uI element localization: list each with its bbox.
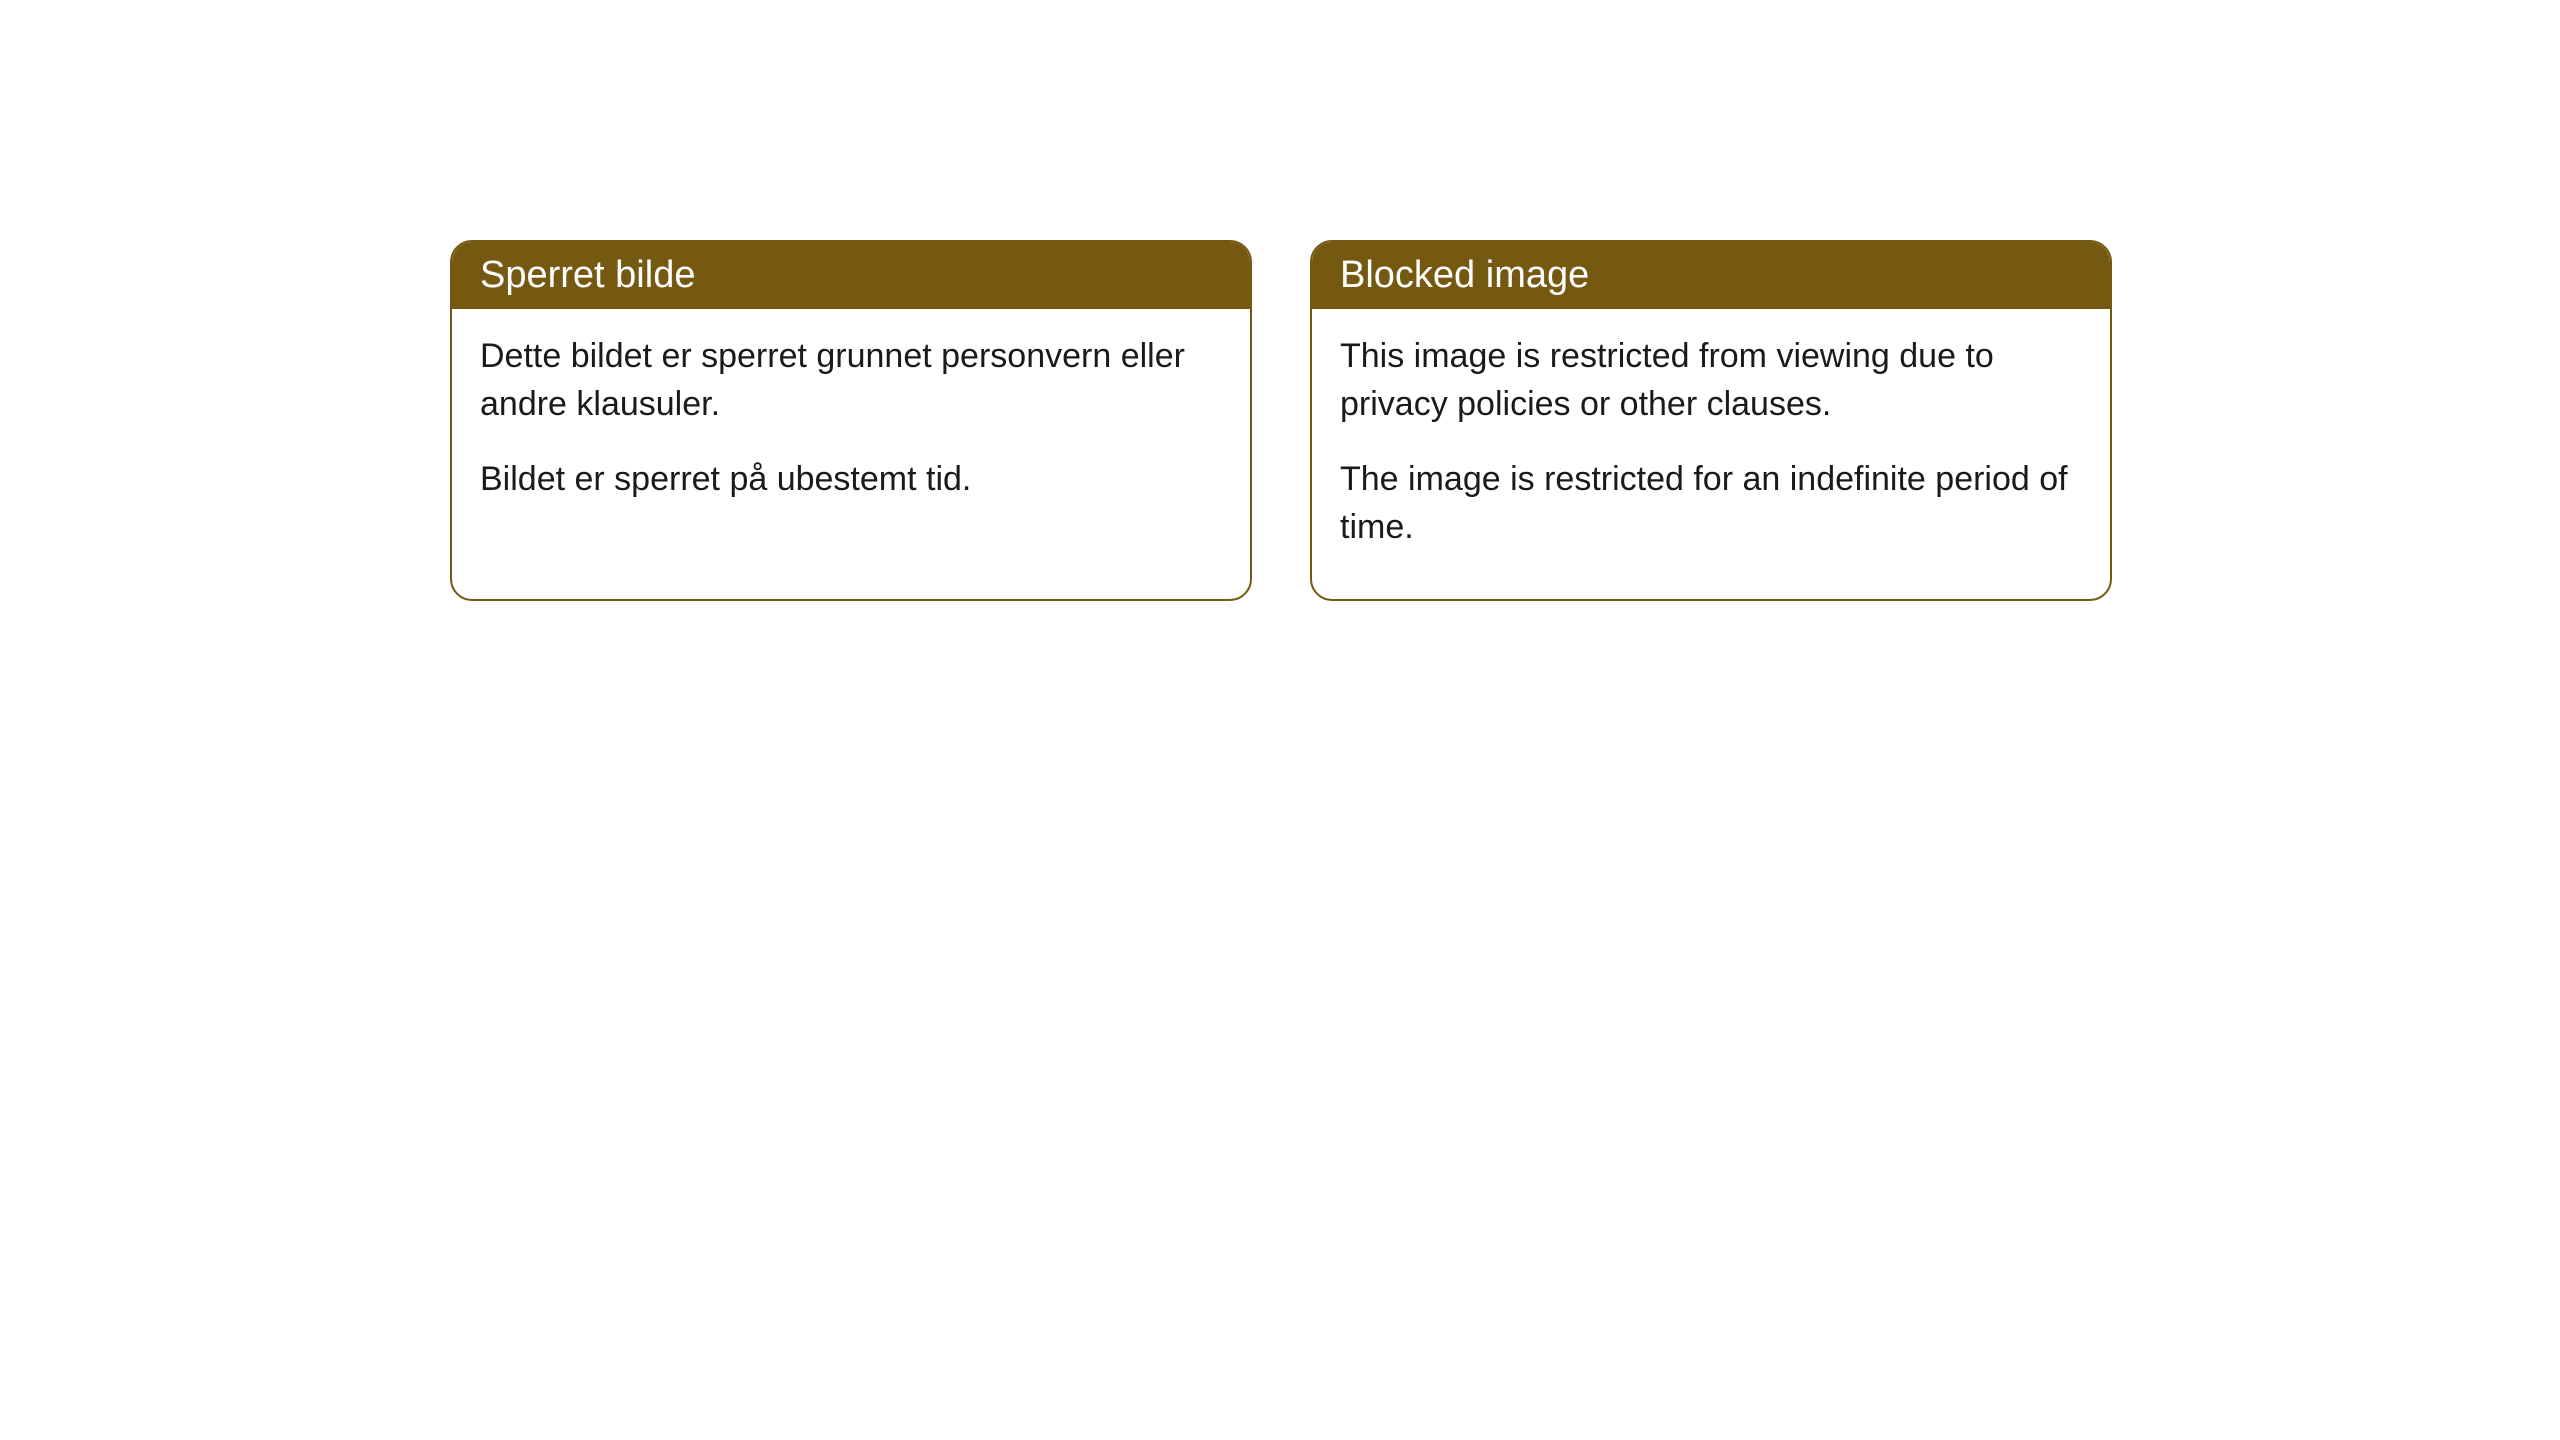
notice-cards-container: Sperret bilde Dette bildet er sperret gr… [450,240,2560,601]
notice-card-norwegian: Sperret bilde Dette bildet er sperret gr… [450,240,1252,601]
card-paragraph: Dette bildet er sperret grunnet personve… [480,333,1222,428]
card-header: Sperret bilde [452,242,1250,309]
card-body: Dette bildet er sperret grunnet personve… [452,309,1250,552]
card-body: This image is restricted from viewing du… [1312,309,2110,599]
card-paragraph: Bildet er sperret på ubestemt tid. [480,456,1222,504]
card-title: Blocked image [1340,254,1589,296]
card-paragraph: This image is restricted from viewing du… [1340,333,2082,428]
card-header: Blocked image [1312,242,2110,309]
card-paragraph: The image is restricted for an indefinit… [1340,456,2082,551]
notice-card-english: Blocked image This image is restricted f… [1310,240,2112,601]
card-title: Sperret bilde [480,254,695,296]
